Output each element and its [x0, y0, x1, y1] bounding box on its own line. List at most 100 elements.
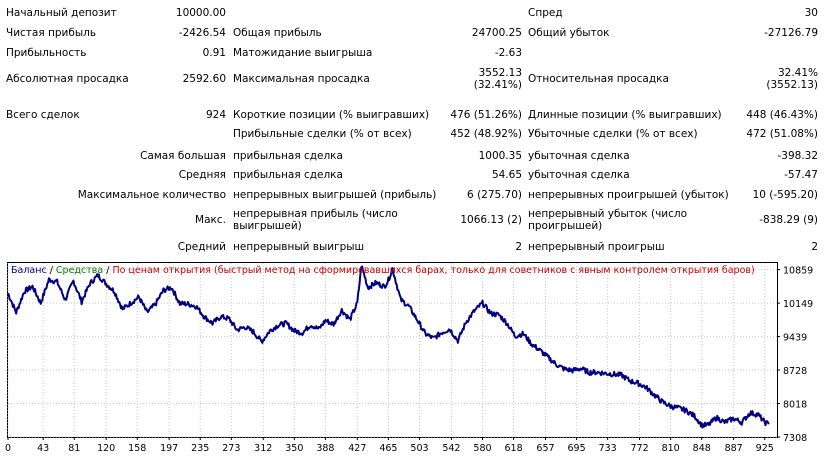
- report-cell: Начальный депозит: [6, 7, 117, 19]
- report-cell: непрерывных выигрышей (прибыль): [233, 189, 437, 201]
- report-cell: 0.91: [202, 47, 226, 59]
- report-cell: 472 (51.08%): [746, 128, 818, 140]
- report-cell: -27126.79: [764, 27, 818, 39]
- report-cell: 1000.35: [478, 150, 522, 162]
- report-cell: Общая прибыль: [233, 27, 322, 39]
- x-tick-label: 388: [316, 443, 334, 454]
- report-cell: Прибыльные сделки (% от всех): [233, 128, 412, 140]
- report-cell: Относительная просадка: [528, 73, 669, 85]
- report-cell: 24700.25: [471, 27, 522, 39]
- report-cell: Прибыльность: [6, 47, 87, 59]
- report-cell: Максимальное количество: [77, 189, 226, 201]
- legend-sep-1: /: [47, 265, 56, 276]
- report-cell: убыточная сделка: [528, 150, 630, 162]
- x-tick-label: 427: [348, 443, 366, 454]
- report-cell: 30: [804, 7, 818, 19]
- report-table: Начальный депозит 10000.00 Спред 30 Чистая п…: [6, 7, 818, 253]
- x-tick-label: 772: [630, 443, 648, 454]
- x-tick-label: 695: [567, 443, 585, 454]
- x-tick-label: 43: [37, 443, 49, 454]
- report-cell: непрерывных проигрышей (убыток): [528, 189, 729, 201]
- report-cell: 2592.60: [182, 73, 226, 85]
- legend-equity: Средства: [56, 265, 103, 276]
- y-tick-label: 8728: [783, 366, 807, 377]
- report-cell: (32.41%): [473, 79, 522, 91]
- legend-mode: По ценам открытия (быстрый метод на сфор…: [112, 265, 754, 276]
- x-tick-label: 197: [160, 443, 178, 454]
- x-tick-label: 235: [191, 443, 209, 454]
- report-cell: Матожидание выигрыша: [233, 47, 373, 59]
- report-cell: 448 (46.43%): [746, 109, 818, 121]
- report-cell: Средний: [177, 241, 226, 253]
- report-cell: 1066.13 (2): [460, 214, 522, 226]
- report-cell: 3552.13: [478, 67, 522, 79]
- y-tick-label: 7308: [783, 433, 807, 444]
- report-cell: 924: [205, 109, 226, 121]
- report-cell: непрерывный убыток (число проигрышей): [528, 208, 688, 232]
- report-cell: 32.41%: [777, 67, 818, 79]
- report-cell: 452 (48.92%): [450, 128, 522, 140]
- report-cell: Самая большая: [140, 150, 226, 162]
- x-tick-label: 542: [442, 443, 460, 454]
- report-cell: -2426.54: [178, 27, 226, 39]
- report-cell: Абсолютная просадка: [6, 73, 129, 85]
- y-tick-label: 10149: [783, 299, 813, 310]
- report-cell: Максимальная просадка: [233, 73, 370, 85]
- chart-plot-frame: [7, 262, 778, 438]
- report-cell: -2.63: [494, 47, 522, 59]
- report-cell: убыточная сделка: [528, 169, 630, 181]
- report-cell: прибыльная сделка: [233, 150, 343, 162]
- report-cell: Длинные позиции (% выигравших): [528, 109, 722, 121]
- report-cell: непрерывный проигрыш: [528, 241, 665, 253]
- report-cell: 54.65: [491, 169, 522, 181]
- report-cell: -57.47: [784, 169, 818, 181]
- x-tick-label: 618: [505, 443, 523, 454]
- x-tick-label: 273: [222, 443, 240, 454]
- x-tick-label: 81: [68, 443, 80, 454]
- chart-y-axis: 10859 10149 9439 8728 8018 7308: [777, 266, 813, 444]
- x-tick-label: 312: [254, 443, 272, 454]
- chart-x-axis: 0 43 81 120 158 197 235 273 312 350 388 427 465 503 54…: [5, 437, 774, 454]
- report-cell: непрерывная прибыль (число выигрышей): [233, 208, 398, 232]
- report-cell: Убыточные сделки (% от всех): [528, 128, 698, 140]
- x-tick-label: 0: [5, 443, 11, 454]
- chart-legend: Баланс / Средства / По ценам открытия (б…: [11, 265, 755, 276]
- report-cell: Макс.: [195, 214, 226, 226]
- y-tick-label: 10859: [783, 266, 813, 277]
- x-tick-label: 810: [662, 443, 680, 454]
- balance-series-line: [7, 265, 770, 429]
- x-tick-label: 925: [756, 443, 774, 454]
- report-cell: Чистая прибыль: [6, 27, 97, 39]
- report-cell: Короткие позиции (% выигравших): [233, 109, 430, 121]
- legend-sep-2: /: [103, 265, 112, 276]
- report-cell: Общий убыток: [528, 27, 610, 39]
- x-tick-label: 848: [693, 443, 711, 454]
- y-tick-label: 8018: [783, 400, 807, 411]
- legend-balance: Баланс: [11, 265, 47, 276]
- x-tick-label: 503: [410, 443, 428, 454]
- report-cell: 2: [811, 241, 818, 253]
- report-cell: Всего сделок: [6, 109, 80, 121]
- x-tick-label: 733: [599, 443, 617, 454]
- report-cell: 10 (-595.20): [752, 189, 818, 201]
- x-tick-label: 158: [128, 443, 146, 454]
- y-tick-label: 9439: [783, 333, 807, 344]
- x-tick-label: 120: [97, 443, 115, 454]
- x-tick-label: 350: [285, 443, 303, 454]
- report-cell: -838.29 (9): [759, 214, 818, 226]
- report-cell: (3552.13): [766, 79, 818, 91]
- balance-chart: Баланс / Средства / По ценам открытия (б…: [0, 262, 838, 463]
- x-tick-label: 465: [379, 443, 397, 454]
- x-tick-label: 657: [536, 443, 554, 454]
- report-cell: 6 (275.70): [467, 189, 522, 201]
- report-cell: прибыльная сделка: [233, 169, 343, 181]
- report-cell: 476 (51.26%): [450, 109, 522, 121]
- report-cell: 10000.00: [175, 7, 226, 19]
- report-cell: -398.32: [777, 150, 818, 162]
- x-tick-label: 887: [725, 443, 743, 454]
- chart-svg: Баланс / Средства / По ценам открытия (б…: [5, 262, 813, 454]
- report-cell: 2: [515, 241, 522, 253]
- report-cell: Средняя: [178, 169, 226, 181]
- report-cell: Спред: [528, 7, 563, 19]
- report-cell: непрерывный выигрыш: [233, 241, 365, 253]
